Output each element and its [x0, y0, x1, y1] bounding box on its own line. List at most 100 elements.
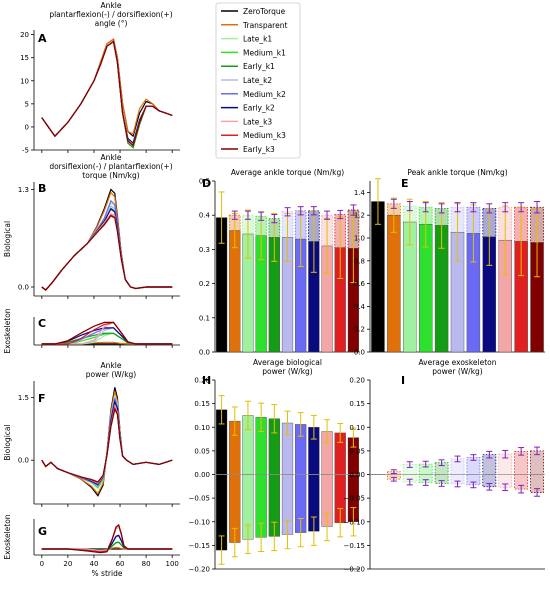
- panel-d-letter: D: [202, 177, 211, 190]
- legend-label: ZeroTorque: [243, 7, 286, 16]
- y-tick-label: 0.15: [194, 400, 210, 408]
- y-tick-label: 1.5: [18, 394, 29, 402]
- y-tick-label: 0.20: [349, 377, 365, 385]
- y-tick-label: 0.15: [349, 400, 365, 408]
- y-tick-label: 0.05: [194, 447, 210, 455]
- series-line-early-k3: [41, 523, 173, 554]
- series-line-medium-k3: [41, 523, 173, 553]
- y-tick-label: −0.15: [344, 542, 365, 550]
- series-line-early-k3: [41, 215, 173, 291]
- y-tick-label: 0: [25, 123, 29, 131]
- y-tick-label: 1.4: [354, 189, 366, 197]
- series-line-early-k1: [41, 397, 173, 487]
- bar-biological-transparent: [387, 214, 401, 353]
- y-tick-label: 0.8: [354, 257, 365, 265]
- panel-i-title-line: power (W/kg): [432, 367, 483, 376]
- y-tick-label: 0.00: [194, 471, 210, 479]
- panel-i-letter: I: [401, 374, 405, 387]
- y-tick-label: −0.10: [189, 518, 210, 526]
- y-tick-label: −0.20: [344, 566, 365, 574]
- series-line-zerotorque: [41, 38, 173, 138]
- y-tick-label: −0.05: [344, 495, 365, 503]
- panel-h-title-line: power (W/kg): [262, 367, 313, 376]
- y-tick-label: 0.10: [194, 424, 210, 432]
- legend-label: Medium_k1: [243, 48, 286, 57]
- series-line-early-k3: [41, 40, 173, 147]
- legend-label: Medium_k2: [243, 90, 286, 99]
- panel-h-title-line: Average biological: [253, 358, 322, 367]
- x-tick-label: 0: [40, 560, 44, 568]
- series-line-zerotorque: [41, 387, 173, 497]
- y-tick-label: −0.05: [189, 495, 210, 503]
- legend-label: Transparent: [242, 21, 287, 30]
- panel-a-title-line: Ankle: [101, 1, 122, 10]
- y-tick-label: 0.6: [354, 280, 366, 288]
- y-tick-label: 1.0: [354, 235, 365, 243]
- panel-b-title-line: dorsiflexion(-) / plantarflexion(+): [49, 162, 172, 171]
- x-tick-label: 40: [90, 560, 99, 568]
- y-tick-label: 10: [20, 77, 29, 85]
- legend-label: Medium_k3: [243, 131, 286, 140]
- series-line-late-k2: [41, 327, 173, 345]
- legend-label: Early_k2: [243, 104, 275, 113]
- y-tick-label: 0.3: [199, 246, 210, 254]
- series-line-transparent: [41, 191, 173, 291]
- y-tick-label: 0.1: [199, 314, 210, 322]
- legend-box: [215, 2, 301, 159]
- panel-a-letter: A: [38, 32, 47, 45]
- y-axis-label: Biological: [3, 424, 12, 460]
- y-tick-label: −0.10: [344, 518, 365, 526]
- y-tick-label: −0.20: [189, 566, 210, 574]
- series-line-medium-k3: [41, 406, 173, 484]
- legend-label: Early_k1: [243, 62, 275, 71]
- y-tick-label: 0.4: [199, 212, 211, 220]
- y-tick-label: 1.3: [18, 186, 29, 194]
- series-line-medium-k1: [41, 397, 173, 489]
- panel-b-title-line: Ankle: [101, 153, 122, 162]
- series-line-transparent: [41, 391, 173, 495]
- series-line-medium-k3: [41, 214, 173, 291]
- y-tick-label: 0.4: [354, 303, 366, 311]
- panel-b-letter: B: [38, 182, 46, 195]
- series-line-late-k3: [41, 403, 173, 484]
- legend-label: Late_k2: [243, 76, 272, 85]
- y-tick-label: 0.10: [349, 424, 365, 432]
- y-axis-label: Exoskeleton: [3, 308, 12, 353]
- panel-e-title-line: Peak ankle torque (Nm/kg): [407, 168, 507, 177]
- series-line-transparent: [41, 38, 173, 138]
- series-line-late-k2: [41, 397, 173, 487]
- x-tick-label: 60: [116, 560, 125, 568]
- x-tick-label: 20: [63, 560, 72, 568]
- panel-d-title-line: Average ankle torque (Nm/kg): [231, 168, 344, 177]
- series-line-early-k2: [41, 40, 173, 145]
- series-line-early-k1: [41, 40, 173, 149]
- series-line-late-k3: [41, 212, 173, 291]
- y-tick-label: 0.0: [199, 349, 210, 357]
- x-tick-label: 100: [165, 560, 178, 568]
- y-tick-label: 0.5: [199, 178, 210, 186]
- series-line-medium-k2: [41, 398, 173, 486]
- series-line-early-k3: [41, 321, 173, 345]
- series-line-early-k2: [41, 399, 173, 486]
- legend-label: Early_k3: [243, 145, 275, 154]
- panel-b-title-line: torque (Nm/kg): [82, 171, 139, 180]
- y-axis-label: Exoskeleton: [3, 514, 12, 559]
- y-tick-label: 0.2: [354, 326, 365, 334]
- y-tick-label: -5: [22, 147, 29, 155]
- panel-g-letter: G: [38, 525, 47, 538]
- series-line-late-k1: [41, 395, 173, 490]
- panel-a-title-line: angle (°): [95, 19, 128, 28]
- x-axis-label: % stride: [92, 569, 123, 578]
- panel-f-title-line: power (W/kg): [86, 370, 137, 379]
- series-line-medium-k1: [41, 40, 173, 149]
- series-line-late-k3: [41, 526, 173, 552]
- y-tick-label: 5: [25, 100, 29, 108]
- y-tick-label: 0.2: [199, 280, 210, 288]
- y-tick-label: 0.0: [18, 457, 29, 465]
- panel-c-letter: C: [38, 317, 46, 330]
- y-tick-label: 15: [20, 54, 29, 62]
- panel-i-title-line: Average exoskeleton: [418, 358, 496, 367]
- y-tick-label: −0.15: [189, 542, 210, 550]
- y-tick-label: 0.00: [349, 471, 365, 479]
